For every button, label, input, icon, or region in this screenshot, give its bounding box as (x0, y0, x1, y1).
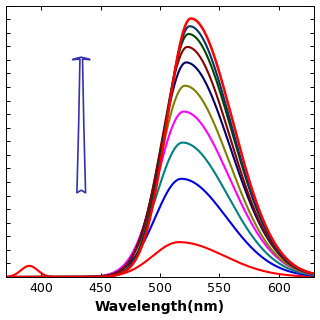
X-axis label: Wavelength(nm): Wavelength(nm) (95, 300, 225, 315)
